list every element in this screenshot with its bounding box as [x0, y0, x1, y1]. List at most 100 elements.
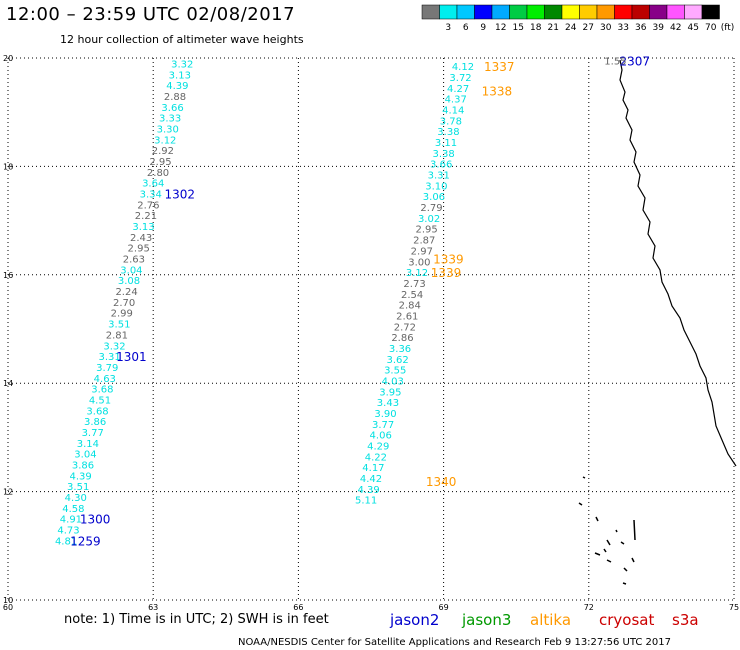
wave-height-value: 2.95: [416, 225, 438, 236]
wave-height-value: 2.76: [137, 200, 159, 211]
color-scale-label: 21: [548, 23, 559, 33]
pass-time-label: 1340: [426, 475, 457, 489]
x-tick-label: 75: [729, 603, 739, 612]
color-scale-label: 33: [618, 23, 629, 33]
wave-height-value: 3.68: [91, 385, 113, 396]
color-scale-label: 70: [705, 23, 717, 33]
wave-height-value: 4.17: [362, 463, 384, 474]
wave-height-value: 4.81: [55, 536, 77, 547]
wave-height-value: 2.87: [413, 236, 435, 247]
color-scale-label: 6: [463, 23, 469, 33]
wave-height-value: 5.11: [355, 496, 377, 507]
coastline: [578, 59, 737, 585]
wave-height-value: 3.68: [86, 406, 108, 417]
wave-height-value: 4.58: [62, 504, 84, 515]
wave-height-value: 3.38: [437, 127, 459, 138]
satellite-legend-entry: altika: [530, 611, 571, 629]
satellite-legend-entry: s3a: [672, 611, 699, 629]
wave-height-value: 4.30: [65, 493, 87, 504]
wave-height-value: 3.90: [374, 409, 396, 420]
wave-height-value: 2.24: [115, 287, 137, 298]
color-scale-label: 12: [495, 23, 506, 33]
wave-height-value: 2.79: [420, 203, 442, 214]
x-tick-label: 63: [148, 603, 158, 612]
pass-time-label: 1301: [116, 350, 147, 364]
wave-height-value: 3.32: [103, 341, 125, 352]
wave-height-value: 4.12: [452, 62, 474, 73]
page-title: 12:00 – 23:59 UTC 02/08/2017: [6, 4, 296, 25]
wave-height-value: 3.43: [377, 398, 399, 409]
wave-height-value: 3.95: [379, 387, 401, 398]
wave-height-value: 2.70: [113, 298, 135, 309]
wave-height-value: 2.73: [403, 279, 425, 290]
satellite-legend-entry: jason3: [461, 611, 511, 629]
wave-height-value: 3.66: [430, 160, 452, 171]
wave-height-value: 2.54: [401, 290, 423, 301]
pass-time-label: 1302: [165, 188, 196, 202]
pass-time-label: 1339: [433, 253, 464, 267]
wave-height-value: 2.86: [391, 333, 413, 344]
wave-height-value: 3.00: [408, 257, 430, 268]
wave-height-value: 2.92: [152, 146, 174, 157]
wave-height-value: 4.39: [357, 485, 379, 496]
wave-height-value: 2.81: [106, 330, 128, 341]
wave-height-value: 2.84: [399, 301, 421, 312]
color-scale-unit: (ft): [721, 23, 735, 33]
wave-height-value: 1.55: [604, 57, 626, 68]
wave-height-value: 3.02: [418, 214, 440, 225]
wave-height-value: 3.12: [406, 268, 428, 279]
x-tick-label: 72: [584, 603, 594, 612]
wave-height-value: 4.63: [94, 374, 116, 385]
wave-height-value: 3.36: [389, 344, 411, 355]
pass-time-label: 1259: [70, 534, 101, 548]
wave-height-value: 3.06: [423, 192, 445, 203]
pass-time-label: 2307: [620, 55, 651, 69]
wave-height-value: 2.97: [411, 246, 433, 257]
wave-height-value: 4.06: [370, 431, 392, 442]
wave-height-value: 3.79: [96, 363, 118, 374]
wave-height-value: 3.12: [154, 135, 176, 146]
y-tick-label: 16: [3, 271, 13, 280]
wave-height-value: 4.27: [447, 84, 469, 95]
x-tick-label: 66: [293, 603, 303, 612]
wave-height-value: 3.66: [161, 103, 183, 114]
color-scale-label: 36: [635, 23, 647, 33]
wave-height-value: 3.62: [386, 355, 408, 366]
wave-height-value: 2.80: [147, 168, 169, 179]
wave-height-value: 3.31: [428, 171, 450, 182]
color-scale: 3 6 9 12 15 18 21 24 27 30 33 36 39 42 45 70 (ft): [421, 4, 735, 33]
wave-height-value: 2.43: [130, 233, 152, 244]
color-scale-label: 39: [653, 23, 665, 33]
wave-height-value: 3.77: [82, 428, 104, 439]
satellite-legend-entry: cryosat: [599, 611, 654, 629]
pass-time-label: 1300: [80, 513, 111, 527]
wave-height-value: 4.22: [365, 452, 387, 463]
wave-height-value: 3.33: [159, 114, 181, 125]
color-scale-label: 24: [565, 23, 577, 33]
wave-height-value: 4.42: [360, 474, 382, 485]
data-marks: 3.323.134.392.883.663.333.303.122.922.95…: [55, 55, 650, 549]
wave-height-value: 4.39: [69, 471, 91, 482]
wave-height-value: 3.86: [72, 461, 94, 472]
wave-height-value: 3.77: [372, 420, 394, 431]
wave-height-value: 2.88: [164, 92, 186, 103]
plot-grid: [7, 57, 735, 601]
axis-tick-labels: 60 63 66 69 72 75 10 12 14 16 18 20: [3, 54, 739, 612]
wave-height-value: 3.30: [157, 124, 179, 135]
wave-height-value: 4.73: [57, 526, 79, 537]
wave-height-value: 3.08: [118, 276, 140, 287]
satellite-legend-entry: jason2: [389, 611, 439, 629]
wave-height-value: 4.37: [445, 95, 467, 106]
coastline-path: [619, 59, 737, 467]
satellite-legend: jason2 jason3 altika cryosat s3a: [389, 611, 699, 629]
wave-height-value: 2.61: [396, 311, 418, 322]
wave-height-value: 3.31: [99, 352, 121, 363]
pass-time-label: 1338: [482, 85, 513, 99]
y-tick-label: 18: [3, 162, 13, 171]
wave-height-value: 4.03: [382, 376, 404, 387]
wave-height-value: 3.13: [132, 222, 154, 233]
color-scale-label: 15: [513, 23, 524, 33]
wave-height-value: 2.95: [149, 157, 171, 168]
x-tick-label: 60: [3, 603, 13, 612]
